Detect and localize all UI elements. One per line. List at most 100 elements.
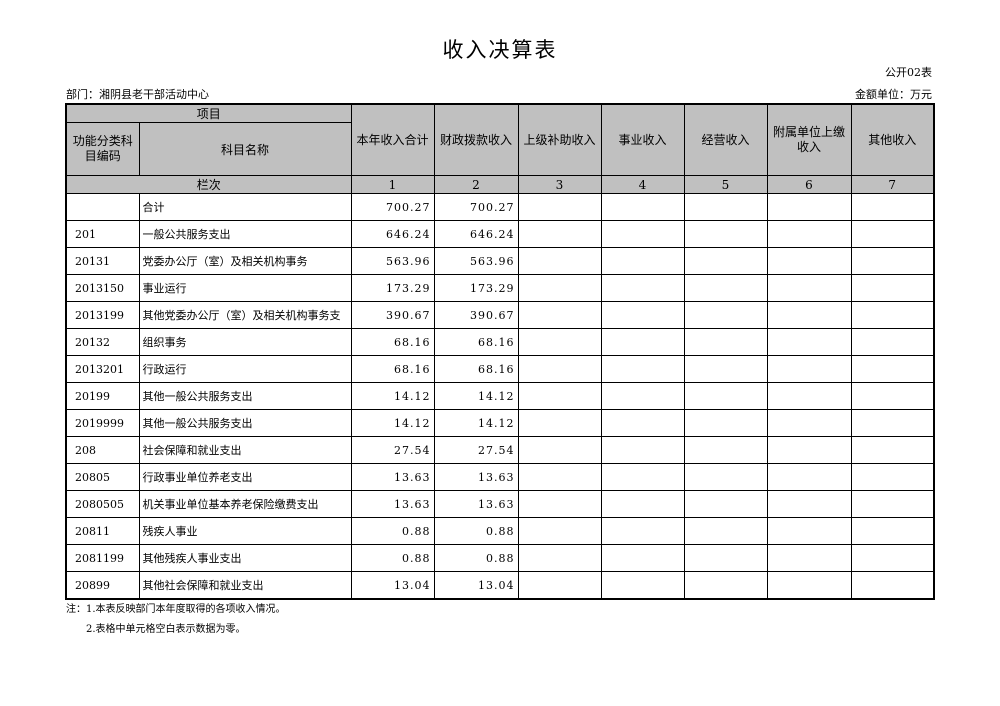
empty-cell bbox=[850, 274, 935, 302]
table-row: 20132 组织事务 68.16 68.16 bbox=[65, 328, 935, 356]
table-row: 2013199 其他党委办公厅（室）及相关机构事务支 390.67 390.67 bbox=[65, 301, 935, 329]
row-code: 2019999 bbox=[65, 409, 140, 437]
empty-cell bbox=[766, 220, 852, 248]
table-row: 20805 行政事业单位养老支出 13.63 13.63 bbox=[65, 463, 935, 491]
empty-cell bbox=[517, 571, 602, 600]
row-fiscal: 14.12 bbox=[433, 382, 519, 410]
empty-cell bbox=[766, 436, 852, 464]
empty-cell bbox=[600, 544, 685, 572]
empty-cell bbox=[850, 301, 935, 329]
empty-cell bbox=[683, 436, 768, 464]
row-name: 社会保障和就业支出 bbox=[138, 436, 352, 464]
empty-cell bbox=[683, 301, 768, 329]
empty-cell bbox=[517, 220, 602, 248]
row-total: 0.88 bbox=[350, 544, 435, 572]
table-row: 208 社会保障和就业支出 27.54 27.54 bbox=[65, 436, 935, 464]
col-number: 6 bbox=[766, 175, 852, 194]
row-code: 20805 bbox=[65, 463, 140, 491]
empty-cell bbox=[683, 544, 768, 572]
row-fiscal: 68.16 bbox=[433, 328, 519, 356]
row-name: 其他一般公共服务支出 bbox=[138, 409, 352, 437]
empty-cell bbox=[683, 274, 768, 302]
row-total: 68.16 bbox=[350, 355, 435, 383]
empty-cell bbox=[683, 355, 768, 383]
row-total: 646.24 bbox=[350, 220, 435, 248]
row-name: 事业运行 bbox=[138, 274, 352, 302]
empty-cell bbox=[850, 463, 935, 491]
row-code: 20811 bbox=[65, 517, 140, 545]
row-code bbox=[65, 193, 140, 221]
row-name: 党委办公厅（室）及相关机构事务 bbox=[138, 247, 352, 275]
row-code: 2013150 bbox=[65, 274, 140, 302]
empty-cell bbox=[766, 193, 852, 221]
table-row: 20811 残疾人事业 0.88 0.88 bbox=[65, 517, 935, 545]
empty-cell bbox=[850, 220, 935, 248]
header-name: 科目名称 bbox=[138, 122, 352, 176]
department-label: 部门：湘阴县老干部活动中心 bbox=[66, 88, 209, 101]
row-total: 68.16 bbox=[350, 328, 435, 356]
header-col-1: 本年收入合计 bbox=[350, 103, 435, 176]
row-name: 其他一般公共服务支出 bbox=[138, 382, 352, 410]
empty-cell bbox=[850, 247, 935, 275]
empty-cell bbox=[850, 409, 935, 437]
empty-cell bbox=[600, 274, 685, 302]
row-name: 其他党委办公厅（室）及相关机构事务支 bbox=[138, 301, 352, 329]
empty-cell bbox=[850, 436, 935, 464]
empty-cell bbox=[517, 517, 602, 545]
empty-cell bbox=[850, 517, 935, 545]
col-number: 3 bbox=[517, 175, 602, 194]
table-row: 2013150 事业运行 173.29 173.29 bbox=[65, 274, 935, 302]
row-name: 其他社会保障和就业支出 bbox=[138, 571, 352, 600]
empty-cell bbox=[766, 463, 852, 491]
empty-cell bbox=[517, 274, 602, 302]
empty-cell bbox=[850, 382, 935, 410]
header-col-5: 经营收入 bbox=[683, 103, 768, 176]
empty-cell bbox=[600, 436, 685, 464]
col-number: 2 bbox=[433, 175, 519, 194]
empty-cell bbox=[517, 193, 602, 221]
header-code: 功能分类科目编码 bbox=[65, 122, 140, 176]
row-total: 173.29 bbox=[350, 274, 435, 302]
row-name: 残疾人事业 bbox=[138, 517, 352, 545]
empty-cell bbox=[766, 544, 852, 572]
table-row: 2080505 机关事业单位基本养老保险缴费支出 13.63 13.63 bbox=[65, 490, 935, 518]
row-total: 14.12 bbox=[350, 409, 435, 437]
row-total: 390.67 bbox=[350, 301, 435, 329]
empty-cell bbox=[683, 193, 768, 221]
row-code: 208 bbox=[65, 436, 140, 464]
row-code: 201 bbox=[65, 220, 140, 248]
empty-cell bbox=[600, 328, 685, 356]
col-number: 4 bbox=[600, 175, 685, 194]
empty-cell bbox=[766, 571, 852, 600]
row-fiscal: 14.12 bbox=[433, 409, 519, 437]
empty-cell bbox=[766, 409, 852, 437]
row-total: 13.63 bbox=[350, 490, 435, 518]
row-total: 700.27 bbox=[350, 193, 435, 221]
table-row: 2013201 行政运行 68.16 68.16 bbox=[65, 355, 935, 383]
row-code: 20132 bbox=[65, 328, 140, 356]
row-fiscal: 68.16 bbox=[433, 355, 519, 383]
row-fiscal: 0.88 bbox=[433, 517, 519, 545]
row-fiscal: 173.29 bbox=[433, 274, 519, 302]
empty-cell bbox=[683, 220, 768, 248]
empty-cell bbox=[600, 490, 685, 518]
empty-cell bbox=[683, 463, 768, 491]
row-fiscal: 390.67 bbox=[433, 301, 519, 329]
empty-cell bbox=[683, 517, 768, 545]
row-fiscal: 13.04 bbox=[433, 571, 519, 600]
empty-cell bbox=[517, 355, 602, 383]
empty-cell bbox=[517, 544, 602, 572]
empty-cell bbox=[600, 409, 685, 437]
header-col-3: 上级补助收入 bbox=[517, 103, 602, 176]
row-code: 20131 bbox=[65, 247, 140, 275]
page-title: 收入决算表 bbox=[442, 38, 558, 62]
row-fiscal: 563.96 bbox=[433, 247, 519, 275]
empty-cell bbox=[683, 382, 768, 410]
row-total: 13.63 bbox=[350, 463, 435, 491]
header-col-4: 事业收入 bbox=[600, 103, 685, 176]
empty-cell bbox=[766, 382, 852, 410]
empty-cell bbox=[683, 409, 768, 437]
empty-cell bbox=[766, 328, 852, 356]
row-name: 行政运行 bbox=[138, 355, 352, 383]
row-fiscal: 700.27 bbox=[433, 193, 519, 221]
